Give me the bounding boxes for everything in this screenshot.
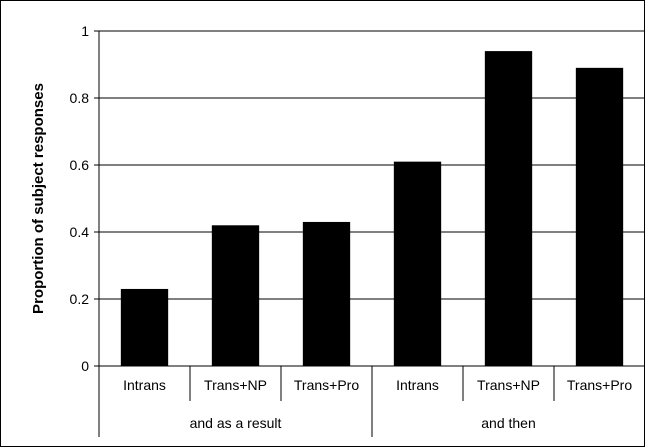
bar [393, 161, 442, 366]
x-group-label: and as a result [190, 415, 282, 431]
bar [302, 221, 351, 366]
axis-labels: 0 0.2 0.4 0.6 0.8 1 Intrans Trans+NP Trans+Pro an… [70, 23, 633, 431]
y-tick-label: 0.8 [70, 90, 90, 106]
bar [211, 225, 260, 366]
y-tick-label: 0.2 [70, 291, 90, 307]
bar [484, 51, 533, 366]
x-category-label: Intrans [396, 377, 439, 393]
x-category-label: Trans+Pro [294, 377, 359, 393]
y-tick-label: 0 [81, 358, 89, 374]
x-category-label: Intrans [123, 377, 166, 393]
y-tick-label: 1 [81, 23, 89, 39]
gridlines [99, 30, 645, 300]
y-tick-label: 0.4 [70, 224, 90, 240]
y-tick-label: 0.6 [70, 157, 90, 173]
bars [120, 51, 624, 366]
x-group-label: and then [481, 415, 536, 431]
x-category-label: Trans+NP [477, 377, 540, 393]
bar [120, 288, 169, 366]
y-axis-title: Proportion of subject responses [30, 83, 47, 314]
x-category-label: Trans+Pro [567, 377, 632, 393]
axes [94, 30, 645, 437]
x-category-label: Trans+NP [204, 377, 267, 393]
bar [575, 67, 624, 366]
